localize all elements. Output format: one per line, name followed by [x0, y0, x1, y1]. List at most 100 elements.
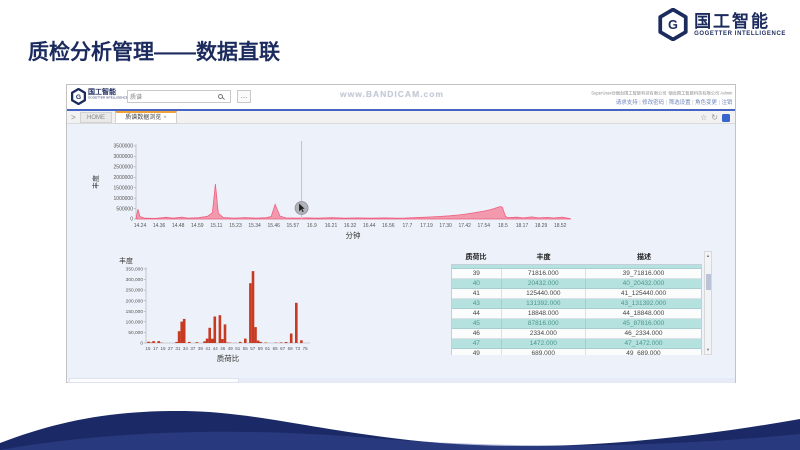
link-separator: | [691, 99, 694, 106]
x-tick-label: 17.7 [403, 223, 413, 229]
brand-name: 国工智能 [694, 11, 771, 31]
x-tick-label: 15 [145, 346, 151, 351]
bar [259, 341, 262, 343]
star-icon[interactable]: ☆ [700, 113, 708, 122]
y-axis-label: 丰度 [91, 175, 100, 189]
table-header-cell: 质荷比 [465, 254, 487, 261]
table-cell: 43_131392.000 [620, 300, 667, 307]
x-tick-label: 16.21 [325, 223, 338, 229]
table-cell: 45_87816.000 [622, 320, 665, 327]
app-logo: G 国工智能 GOGETTER INTELLIGENCE [71, 88, 193, 105]
table-row[interactable]: 45 87816.000 45_87816.000 [452, 319, 701, 329]
link-separator: | [665, 99, 667, 106]
user-link[interactable]: 请求支持 [615, 99, 638, 106]
app-topbar: G 国工智能 GOGETTER INTELLIGENCE … www.BANDI… [67, 85, 735, 109]
x-tick-label: 27 [168, 346, 174, 351]
x-tick-label: 61 [265, 346, 271, 351]
topbar-divider [67, 109, 735, 111]
x-tick-label: 16.44 [363, 223, 376, 229]
tab-bar: > HOME 质谱数据浏览 × ☆ ↻ [67, 111, 735, 124]
search-icon[interactable] [218, 94, 223, 99]
bar [147, 341, 150, 343]
user-links: 请求支持 | 修改密码 | 筛选设置 | 角色变更 | 注销 [615, 98, 732, 106]
user-link[interactable]: 角色变更 [694, 99, 717, 106]
bar [203, 341, 206, 343]
brand-logo: G 国工智能 GOGETTER INTELLIGENCE [658, 8, 786, 41]
bar [157, 341, 160, 343]
scroll-down-icon[interactable]: ▼ [706, 347, 710, 352]
bar [249, 283, 252, 343]
x-tick-label: 18.52 [554, 223, 567, 229]
y-tick-label: 2000000 [114, 175, 134, 181]
cursor-icon [299, 203, 305, 213]
table-cell: 46_2334.000 [624, 330, 663, 337]
x-tick-label: 19 [160, 346, 166, 351]
x-tick-label: 69 [288, 346, 294, 351]
bar [300, 340, 303, 343]
x-tick-label: 57 [250, 346, 256, 351]
table-row[interactable]: 41 125440.000 41_125440.000 [452, 289, 701, 299]
x-tick-label: 15.46 [267, 223, 280, 229]
x-tick-label: 17.42 [458, 223, 471, 229]
x-tick-label: 15.23 [229, 223, 242, 229]
table-row[interactable]: 40 20432.000 40_20432.000 [452, 279, 701, 289]
bar [295, 302, 298, 343]
app-logo-subtitle: GOGETTER INTELLIGENCE [88, 95, 128, 100]
bar [226, 342, 229, 343]
table-scrollbar[interactable]: ▲ ▼ [704, 251, 712, 355]
bar [205, 338, 209, 343]
collapse-chevron-icon[interactable]: > [71, 113, 76, 122]
refresh-icon[interactable]: ↻ [711, 113, 718, 122]
scroll-up-icon[interactable]: ▲ [706, 253, 710, 258]
table-row[interactable]: 39 71816.000 39_71816.000 [452, 269, 701, 279]
tab-ms-data-browse[interactable]: 质谱数据浏览 × [115, 111, 177, 124]
bar [221, 339, 224, 343]
user-link[interactable]: 注销 [721, 99, 732, 106]
user-link[interactable]: 筛选设置 [668, 99, 691, 106]
bar [149, 342, 153, 343]
table-row[interactable]: 44 18848.000 44_18848.000 [452, 309, 701, 319]
table-cell: 125440.000 [502, 289, 586, 298]
mz-table: 质荷比 丰度 描述 39 71816.000 39_71816.000 40 20432.00… [451, 251, 702, 355]
y-tick-label: 350,000 [126, 267, 144, 273]
tab-home[interactable]: HOME [80, 112, 112, 123]
bar [223, 324, 227, 343]
search-box [127, 90, 231, 103]
x-tick-label: 73 [295, 346, 301, 351]
y-tick-label: 300,000 [126, 277, 144, 283]
horizontal-scrollbar-thumb[interactable] [69, 378, 239, 383]
table-cell: 49 [452, 349, 502, 355]
x-tick-label: 59 [258, 346, 264, 351]
bar [218, 315, 222, 343]
x-tick-label: 41 [205, 346, 211, 351]
table-row[interactable]: 49 689.000 49_689.000 [452, 349, 701, 355]
mass-spectrum-chart: 丰度 0 50,000 100,000 150,000 200,000 250,000 300… [119, 256, 310, 363]
table-cell: 43 [452, 299, 502, 308]
tab-close-icon[interactable]: × [163, 115, 167, 121]
x-tick-label: 55 [243, 346, 249, 351]
bar [182, 318, 186, 343]
more-button[interactable]: … [237, 90, 251, 103]
bar [188, 341, 191, 343]
table-row[interactable]: 47 1472.000 47_1472.000 [452, 339, 701, 349]
table-header-cell: 描述 [637, 254, 651, 261]
x-tick-label: 18.17 [516, 223, 529, 229]
bar [251, 271, 255, 343]
table-row[interactable]: 43 131392.000 43_131392.000 [452, 299, 701, 309]
y-axis-label: 丰度 [119, 256, 133, 265]
panel-grid-icon[interactable] [722, 113, 730, 122]
x-tick-label: 18.5 [498, 223, 508, 229]
table-row[interactable]: 46 2334.000 46_2334.000 [452, 329, 701, 339]
bar [208, 327, 211, 343]
bar [244, 338, 247, 343]
chromatogram-chart: 丰度 0 500000 1000000 1500000 2000000 2500000 300… [91, 141, 572, 240]
user-block: SuperUser@烟台国工智能科技有限公司 '烟台国工智能科技有限公司 Adm… [432, 87, 732, 106]
user-link[interactable]: 修改密码 [641, 99, 664, 106]
table-cell: 44_18848.000 [622, 310, 665, 317]
x-tick-label: 17.19 [420, 223, 433, 229]
search-input[interactable] [130, 92, 214, 101]
scrollbar-thumb[interactable] [705, 274, 711, 290]
x-tick-label: 46 [220, 346, 226, 351]
x-axis-label: 质荷比 [217, 353, 240, 363]
horizontal-scrollbar[interactable] [68, 378, 735, 383]
